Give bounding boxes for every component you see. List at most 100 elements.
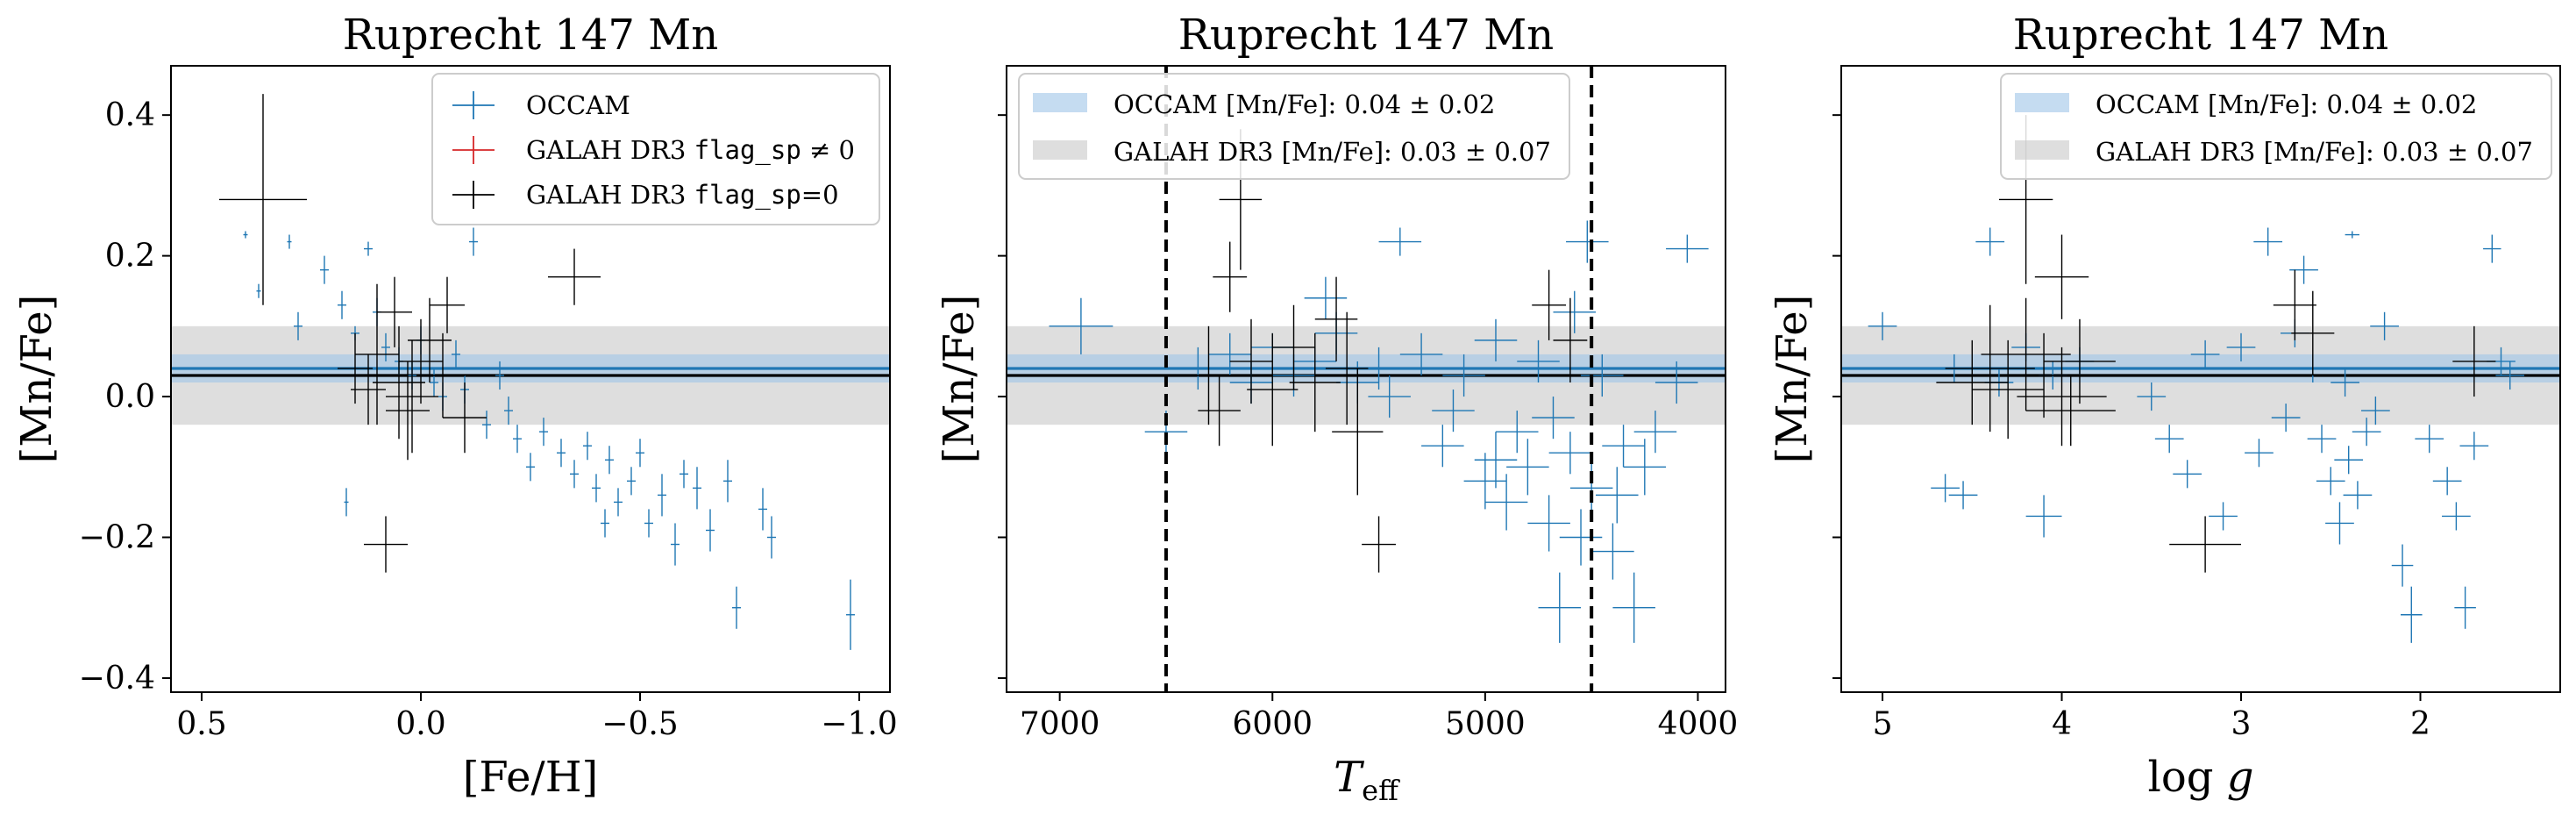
galah-point	[351, 354, 386, 425]
galah-point	[2008, 332, 2080, 418]
legend: OCCAM GALAH DR3 flag_sp ≠ 0 GALAH DR3 fl…	[431, 73, 880, 225]
occam-point	[243, 231, 248, 239]
legend-label-part: ≠ 0	[801, 135, 855, 165]
occam-point	[1527, 495, 1570, 552]
occam-point	[430, 368, 438, 397]
galah-point	[2291, 290, 2335, 375]
occam-point	[693, 467, 701, 510]
occam-point	[2154, 425, 2184, 454]
occam-point	[1532, 397, 1575, 440]
occam-point	[1612, 572, 1655, 643]
axes-frame	[1840, 65, 2561, 693]
galah-point	[1553, 297, 1588, 383]
occam-point	[636, 439, 644, 468]
x-tick-label: 7000	[1020, 706, 1100, 742]
x-tick-label: 4000	[1658, 706, 1739, 742]
galah-point	[355, 283, 399, 425]
galah-point	[338, 332, 373, 404]
occam-point	[2316, 467, 2345, 496]
occam-point	[723, 460, 732, 503]
legend-label-occam: OCCAM	[526, 90, 630, 120]
occam-point	[2370, 311, 2399, 340]
occam-point	[504, 397, 513, 425]
occam-point	[767, 516, 776, 559]
occam-point	[1368, 375, 1411, 418]
y-axis-label: [Mn/Fe]	[1768, 295, 1817, 464]
legend-marker-occam	[452, 91, 495, 119]
x-axis-label: [Fe/H]	[463, 753, 599, 802]
x-tick-label: −1.0	[821, 706, 897, 742]
plot-content	[1007, 66, 1726, 692]
occam-point	[513, 425, 522, 454]
x-tick-label: 2	[2410, 706, 2430, 742]
galah-point	[2034, 234, 2089, 319]
occam-point	[1484, 474, 1528, 531]
occam-point	[846, 579, 855, 650]
occam-point	[1948, 481, 1978, 510]
legend-label-code: flag_sp	[694, 135, 801, 166]
galah-point	[1183, 325, 1235, 425]
occam-point	[2245, 439, 2274, 468]
x-axis-label: Teff	[1334, 753, 1400, 807]
galah-point	[386, 340, 438, 454]
panel-title: Ruprecht 147 Mn	[1178, 11, 1554, 60]
galah-point	[1362, 516, 1396, 573]
occam-point	[2361, 397, 2390, 425]
legend-label-galah-flag-nonzero: GALAH DR3 flag_sp ≠ 0	[526, 135, 855, 166]
occam-point	[2454, 586, 2476, 629]
occam-point	[680, 460, 688, 489]
occam-point	[287, 234, 292, 249]
occam-point	[2253, 227, 2283, 256]
galah-point	[386, 361, 430, 461]
occam-point	[1432, 390, 1475, 432]
y-tick-label: 0.4	[105, 97, 155, 133]
x-tick-label: 0.0	[395, 706, 445, 742]
occam-point	[1559, 509, 1603, 566]
occam-point	[2173, 460, 2202, 489]
axes-frame	[170, 65, 891, 693]
legend: OCCAM [Mn/Fe]: 0.04 ± 0.02 GALAH DR3 [Mn…	[1018, 73, 1570, 180]
occam-point	[256, 283, 261, 298]
x-axis-label: log g	[2148, 753, 2254, 802]
galah-point	[2452, 325, 2496, 397]
occam-point	[381, 332, 390, 361]
occam-point	[1177, 347, 1220, 390]
occam-point	[2495, 361, 2525, 390]
panel-feh: Ruprecht 147 Mn 0.5 0.0 −0.5 −1.0 0.4 0.2 0.0 −…	[12, 11, 898, 802]
legend-label-code: flag_sp	[694, 180, 801, 211]
galah-point	[364, 516, 408, 573]
galah-point	[399, 318, 443, 404]
plot-content	[1841, 115, 2560, 643]
x-axis-label-t: T	[1334, 753, 1364, 802]
legend-label-part: GALAH DR3	[526, 135, 694, 165]
legend-patch-occam	[1033, 93, 1087, 112]
galah-point	[219, 94, 307, 305]
occam-point	[1378, 227, 1422, 256]
occam-point	[2025, 495, 2062, 538]
occam-point	[294, 311, 302, 340]
x-axis-label-g: g	[2227, 753, 2254, 802]
galah-point	[1247, 332, 1299, 447]
occam-point	[1208, 332, 1251, 375]
occam-point	[1474, 318, 1518, 361]
galah-point	[1325, 311, 1369, 425]
occam-point	[1553, 290, 1597, 333]
panel-title: Ruprecht 147 Mn	[2013, 11, 2388, 60]
galah-point	[1972, 340, 2045, 440]
occam-point	[2190, 340, 2220, 368]
occam-point	[320, 255, 329, 284]
occam-point	[2352, 418, 2381, 447]
legend-patch-galah	[1033, 140, 1087, 160]
occam-point	[495, 361, 504, 390]
occam-point	[2209, 502, 2238, 531]
occam-point	[2271, 404, 2301, 432]
occam-point	[658, 474, 666, 517]
occam-point	[1931, 474, 1960, 503]
x-tick-label: 5000	[1445, 706, 1526, 742]
occam-point	[2289, 255, 2318, 284]
occam-point	[338, 290, 346, 319]
occam-point	[539, 418, 548, 447]
legend-patch-occam	[2015, 93, 2069, 112]
galah-point	[421, 332, 465, 418]
galah-point	[2044, 318, 2116, 404]
